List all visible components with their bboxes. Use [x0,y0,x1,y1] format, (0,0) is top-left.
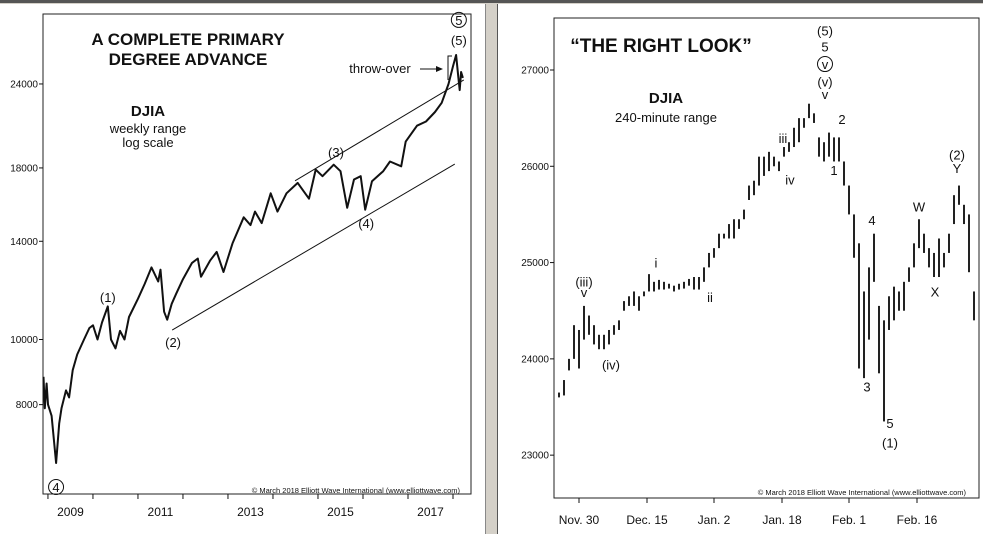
panel-divider [485,4,497,534]
chart-title-line1: A COMPLETE PRIMARY [91,30,285,49]
left-chart-panel: A COMPLETE PRIMARY DEGREE ADVANCE DJIA w… [0,4,485,534]
throw-over-label: throw-over [349,61,411,76]
window-top-border [0,0,983,3]
x-tick-label: Feb. 1 [832,513,866,527]
wave-label: (iii) [575,275,592,290]
wave-label: 3 [863,380,870,395]
subtitle-weekly-range: weekly range [109,121,187,136]
wave-label: 1 [830,163,837,178]
wave-label: X [931,284,940,299]
wave-label: v [581,285,588,300]
wave-label: (5) [817,23,833,38]
wave-label: (1) [100,290,116,305]
throw-over-bracket [447,55,452,80]
circle-marker [450,11,467,28]
y-tick-label: 24000 [521,354,549,365]
x-tick-label: Nov. 30 [559,513,600,527]
y-tick-label: 27000 [521,65,549,76]
copyright-text: © March 2018 Elliott Wave International … [252,486,461,495]
wave-label: 2 [838,112,845,127]
wave-label: (4) [358,216,374,231]
wave-label: 4 [52,480,59,495]
x-tick-label: Jan. 2 [698,513,731,527]
wave-label: iv [785,173,795,188]
symbol-label: DJIA [131,103,165,120]
y-tick-label: 23000 [521,451,549,462]
y-tick-label: 18000 [10,163,38,174]
wave-label: 4 [868,213,875,228]
x-tick-label: 2011 [148,505,174,519]
wave-label: i [655,255,658,270]
wave-label: (2) [949,148,965,163]
channel-line-upper [294,79,465,182]
wave-label: iii [779,131,788,146]
y-tick-label: 24000 [10,79,38,90]
wave-label: (v) [817,74,832,89]
wave-label: ii [707,290,713,305]
wave-label: (iv) [602,357,620,372]
wave-label: (5) [451,33,467,48]
wave-label: Y [953,161,962,176]
wave-label: v [822,87,829,102]
y-tick-label: 26000 [521,162,549,173]
x-tick-label: Jan. 18 [762,513,802,527]
wave-label: 5 [821,40,828,55]
x-tick-label: 2015 [327,505,354,519]
circle-marker [817,56,833,73]
x-tick-label: 2017 [417,505,444,519]
x-tick-label: 2013 [237,505,264,519]
plot-frame [42,13,472,495]
wave-label: (2) [165,335,181,350]
channel-line-lower [171,163,456,331]
right-chart-panel: “THE RIGHT LOOK” DJIA 240-minute range ©… [497,4,983,534]
symbol-label: DJIA [649,90,683,107]
subtitle-240-minute-range: 240-minute range [615,110,717,125]
arrow-head-icon [436,66,443,72]
y-tick-label: 8000 [16,400,39,411]
x-tick-label: 2009 [57,505,84,519]
chart-title: “THE RIGHT LOOK” [570,36,752,57]
y-tick-label: 14000 [10,237,38,248]
wave-label: 5 [886,416,893,431]
circle-marker [48,479,65,496]
x-tick-label: Dec. 15 [626,513,668,527]
wave-label: (3) [328,145,344,160]
wave-label: v [822,57,829,72]
djia-weekly-line [42,54,464,464]
plot-frame [553,17,980,499]
wave-label: 5 [455,13,462,28]
wave-label: (1) [882,435,898,450]
right-chart: “THE RIGHT LOOK” DJIA 240-minute range ©… [521,17,980,527]
chart-title-line2: DEGREE ADVANCE [109,50,268,69]
subtitle-log-scale: log scale [122,135,173,150]
left-chart: A COMPLETE PRIMARY DEGREE ADVANCE DJIA w… [10,11,472,519]
wave-label: W [913,200,926,215]
x-tick-label: Feb. 16 [897,513,938,527]
copyright-text: © March 2018 Elliott Wave International … [758,488,967,497]
y-tick-label: 25000 [521,258,549,269]
y-tick-label: 10000 [10,335,38,346]
